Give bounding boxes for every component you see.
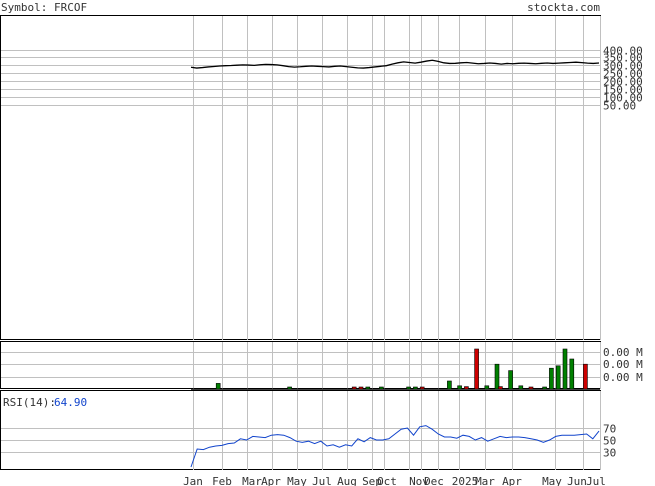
rsi-layer [190, 425, 600, 468]
x-axis-label: Apr [502, 475, 522, 486]
rsi-tick-label: 70 [603, 423, 616, 436]
volume-bar [528, 386, 534, 390]
price-tick-label: 300.00 [603, 60, 643, 73]
volume-bar [474, 348, 479, 390]
x-axis-label: Jun [567, 475, 587, 486]
x-axis-label: Jan [183, 475, 203, 486]
axis-layer: 400.00350.00300.00250.00200.00150.00100.… [183, 45, 643, 486]
grid-layer [1, 16, 601, 470]
volume-bar [494, 363, 500, 390]
volume-bar [549, 367, 554, 390]
price-tick-label: 350.00 [603, 52, 643, 65]
x-axis-label: Oct [377, 475, 397, 486]
x-axis-label: Nov [409, 475, 429, 486]
volume-bar [413, 386, 418, 390]
price-tick-label: 400.00 [603, 45, 643, 58]
volume-tick-label: 0.00 M [603, 346, 643, 359]
volume-bar [542, 386, 547, 390]
volume-bar [569, 358, 575, 390]
x-axis-label: Feb [212, 475, 232, 486]
volume-bar [484, 385, 490, 390]
volume-bar [447, 380, 452, 390]
symbol-label: Symbol: FRCOF [1, 1, 87, 14]
volume-tick-label: 0.00 M [603, 358, 643, 371]
rsi-label: RSI(14): [3, 396, 56, 409]
rsi-panel-frame [0, 390, 601, 470]
price-layer [190, 59, 600, 69]
volume-tick-label: 0.00 M [603, 371, 643, 384]
rsi-value: 64.90 [54, 396, 87, 409]
rsi-tick-label: 30 [603, 447, 616, 460]
price-tick-label: 100.00 [603, 92, 643, 105]
x-axis-label: Jul [312, 475, 332, 486]
x-axis-label: Mar [242, 475, 262, 486]
volume-bar [358, 386, 364, 390]
volume-bar [518, 385, 524, 390]
volume-bar [419, 386, 425, 390]
volume-bar [555, 365, 561, 390]
x-axis-label: Dec [424, 475, 444, 486]
price-tick-label: 150.00 [603, 84, 643, 97]
rsi-tick-label: 50 [603, 435, 616, 448]
site-label: stockta.com [527, 1, 600, 14]
volume-bar [498, 386, 503, 390]
volume-bar [562, 348, 568, 390]
x-axis-label: Aug [337, 475, 357, 486]
x-axis-label: Jul [586, 475, 606, 486]
x-axis-label: Apr [261, 475, 281, 486]
volume-bar [464, 386, 469, 390]
volume-bar [508, 370, 513, 390]
price-tick-label: 200.00 [603, 76, 643, 89]
price-tick-label: 250.00 [603, 68, 643, 81]
volume-bar [457, 385, 462, 390]
x-axis-label: Mar [475, 475, 495, 486]
x-axis-label: May [542, 475, 562, 486]
x-axis-label: May [287, 475, 307, 486]
volume-bar [365, 386, 371, 390]
volume-bar [287, 386, 292, 390]
x-axis-label: 2025 [452, 475, 479, 486]
volume-bar [351, 386, 357, 390]
volume-bar [406, 386, 411, 390]
x-axis-label: Sep [362, 475, 382, 486]
price-tick-label: 50.00 [603, 100, 636, 113]
volume-layer [191, 348, 600, 390]
rsi-series-line [190, 425, 600, 468]
volume-bar [379, 386, 384, 390]
volume-bar [583, 363, 588, 390]
volume-bar [215, 383, 221, 390]
price-series-line [190, 59, 600, 69]
